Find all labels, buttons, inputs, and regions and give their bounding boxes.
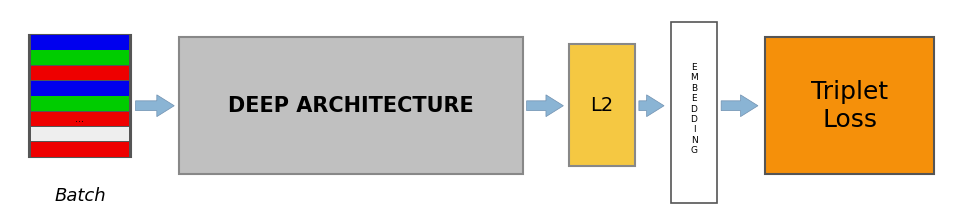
Bar <box>31 35 129 50</box>
FancyArrow shape <box>639 95 664 117</box>
Bar <box>31 111 129 126</box>
Bar <box>29 35 131 157</box>
Bar <box>179 37 523 174</box>
Bar <box>31 142 129 157</box>
Bar <box>569 44 635 166</box>
FancyArrow shape <box>527 95 563 117</box>
Text: L2: L2 <box>590 96 614 115</box>
Bar <box>671 22 717 203</box>
Bar <box>31 51 129 65</box>
Bar <box>31 81 129 95</box>
Bar <box>31 66 129 80</box>
Text: ...: ... <box>76 114 84 124</box>
Text: Triplet
Loss: Triplet Loss <box>811 80 889 132</box>
Text: E
M
B
E
D
D
I
N
G: E M B E D D I N G <box>690 63 698 155</box>
Bar <box>765 37 934 174</box>
FancyArrow shape <box>136 95 174 117</box>
Bar <box>31 127 129 141</box>
Text: Batch: Batch <box>54 187 106 205</box>
Bar <box>31 96 129 111</box>
FancyArrow shape <box>721 95 758 117</box>
Text: DEEP ARCHITECTURE: DEEP ARCHITECTURE <box>227 96 473 116</box>
